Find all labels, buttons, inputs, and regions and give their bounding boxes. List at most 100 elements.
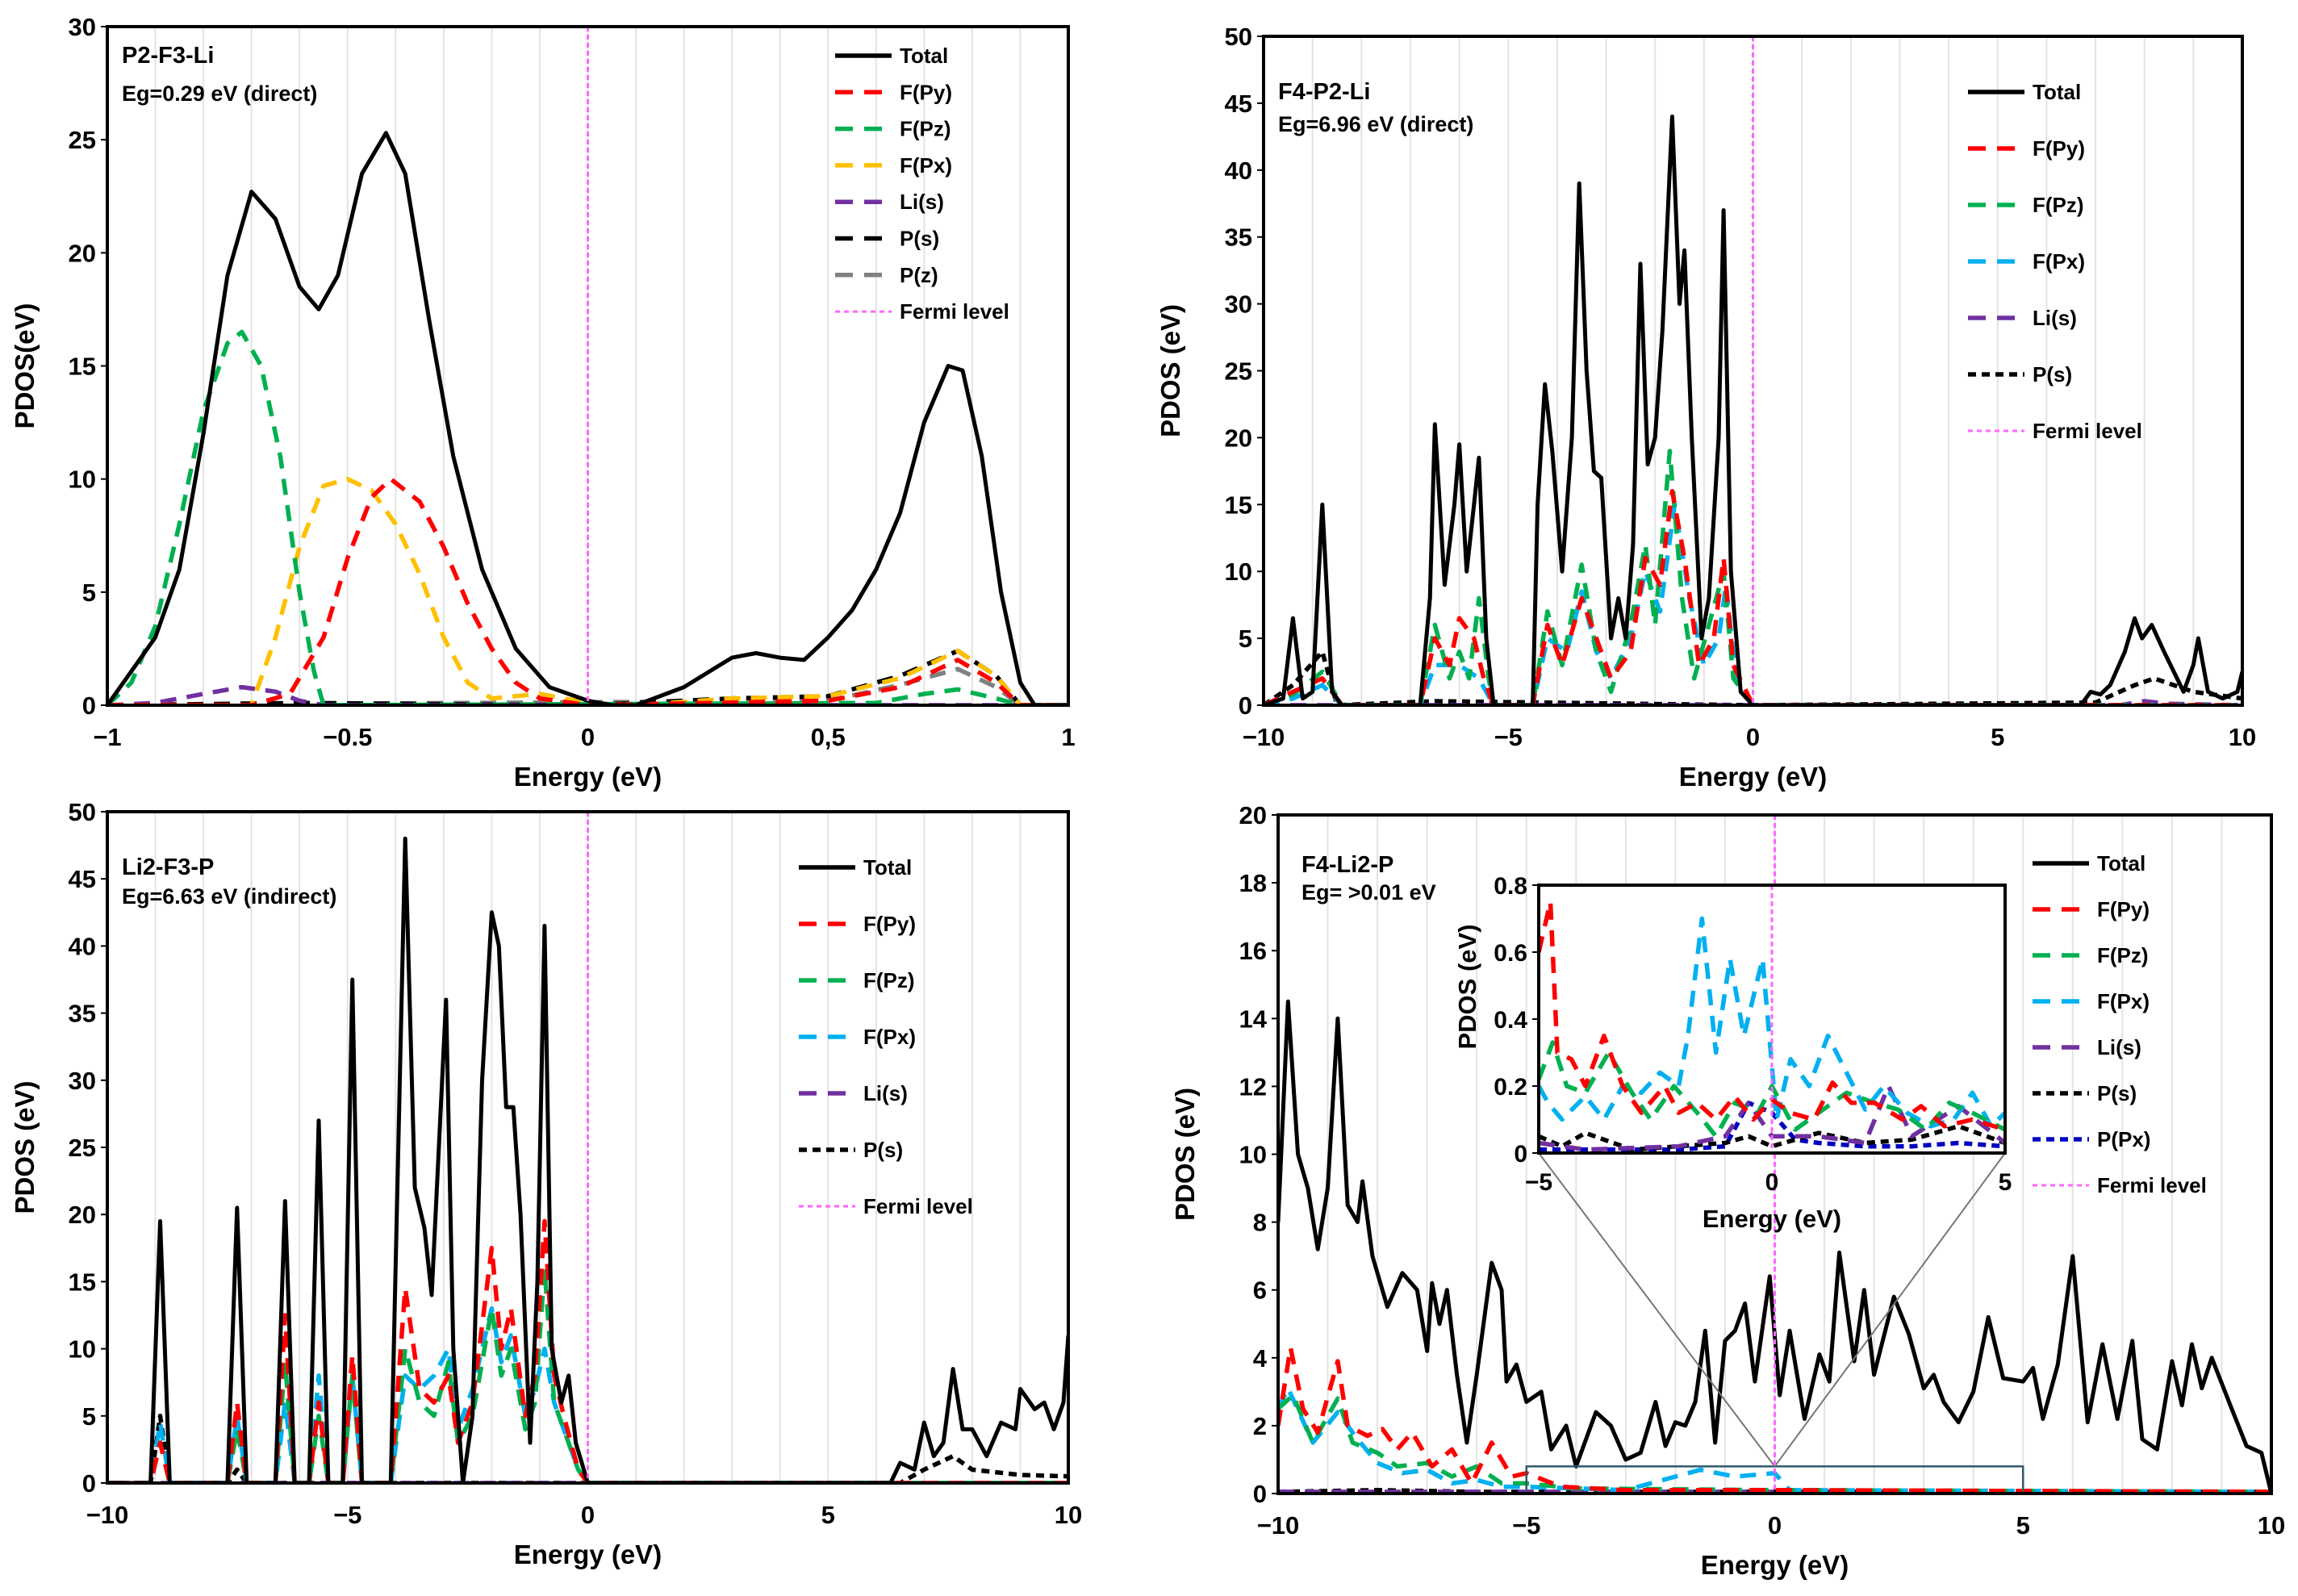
y-tick-label: 6 — [1253, 1276, 1267, 1305]
y-tick-label: 40 — [69, 932, 96, 960]
y-tick-label: 45 — [69, 865, 96, 893]
legend-label: F(Py) — [900, 80, 952, 104]
x-tick-label: −10 — [1243, 723, 1285, 751]
y-tick-label: 10 — [1225, 558, 1252, 586]
y-tick-label: 0.8 — [1494, 873, 1527, 900]
legend-label: P(z) — [900, 263, 938, 287]
y-tick-label: 15 — [1225, 491, 1252, 519]
x-tick-label: 5 — [821, 1501, 835, 1529]
y-tick-label: 30 — [69, 13, 96, 41]
y-tick-label: 20 — [1239, 801, 1267, 829]
series-line-f-px — [1539, 916, 2005, 1129]
y-tick-label: 16 — [1239, 937, 1267, 965]
band-gap-annotation: Eg=6.96 eV (direct) — [1278, 112, 1473, 136]
inset-y-axis-label: PDOS (eV) — [1453, 924, 1481, 1049]
x-tick-label: 5 — [1999, 1169, 2012, 1196]
y-tick-label: 10 — [69, 466, 96, 494]
x-tick-label: −10 — [1257, 1511, 1300, 1540]
panel-title: F4-Li2-P — [1302, 852, 1393, 878]
plot-frame — [106, 25, 1070, 707]
series-line-f-pz — [107, 1266, 1068, 1483]
x-tick-label: 10 — [1055, 1501, 1082, 1529]
y-tick-label: 0 — [1239, 691, 1252, 720]
x-tick-label: −5 — [1525, 1169, 1552, 1196]
legend-label: Fermi level — [2033, 419, 2142, 443]
panel-title: Li2-F3-P — [122, 854, 214, 880]
x-tick-label: 0 — [581, 1501, 595, 1529]
x-tick-label: −0.5 — [323, 723, 372, 751]
legend: Total F(Py) F(Pz) F(Px) Li(s) P(s) Fermi level — [799, 855, 973, 1218]
y-tick-label: 15 — [69, 1268, 96, 1296]
series-line-p-px — [1539, 1101, 2005, 1152]
legend-label: Fermi level — [2097, 1173, 2207, 1197]
y-tick-label: 0.4 — [1494, 1007, 1527, 1034]
x-axis-label: Energy (eV) — [1679, 762, 1827, 792]
series-line-f-px — [1278, 1385, 2271, 1494]
inset-x-axis-label: Energy (eV) — [1703, 1205, 1841, 1233]
y-tick-label: 15 — [69, 353, 96, 381]
series-line-f-py — [1278, 1345, 2271, 1494]
legend-label: Fermi level — [900, 299, 1009, 324]
y-tick-label: 12 — [1239, 1072, 1267, 1101]
plot-frame — [1262, 35, 2244, 707]
x-tick-label: 0 — [1765, 1169, 1779, 1196]
y-tick-label: 20 — [69, 1201, 96, 1229]
x-axis-label: Energy (eV) — [514, 1540, 662, 1569]
series-line-total — [1264, 115, 2242, 705]
series-line-p-z — [107, 666, 1068, 705]
legend-label: Li(s) — [2097, 1035, 2141, 1059]
y-tick-label: 50 — [1225, 23, 1252, 51]
y-tick-label: 25 — [1225, 357, 1252, 386]
x-tick-label: 5 — [1991, 723, 2004, 751]
y-axis-label: PDOS(eV) — [10, 303, 40, 429]
legend-label: Fermi level — [863, 1194, 973, 1218]
y-tick-label: 0.2 — [1494, 1074, 1527, 1101]
legend-label: Total — [2033, 80, 2081, 104]
x-tick-label: −5 — [1512, 1511, 1540, 1540]
band-gap-annotation: Eg=0.29 eV (direct) — [122, 81, 317, 106]
legend-label: F(Px) — [863, 1025, 916, 1049]
series-line-f-py — [107, 476, 1068, 705]
legend-label: Total — [863, 855, 912, 879]
legend-label: F(Px) — [900, 153, 952, 178]
y-tick-label: 0 — [1514, 1141, 1527, 1168]
series-line-li-s — [1264, 699, 2242, 705]
y-tick-label: 4 — [1253, 1344, 1268, 1372]
x-tick-label: 0,5 — [811, 723, 846, 751]
zoom-connector-line — [1538, 1152, 1776, 1467]
legend-label: F(Py) — [2097, 897, 2150, 921]
y-tick-label: 0.6 — [1494, 940, 1527, 967]
y-axis-label: PDOS (eV) — [1155, 304, 1185, 437]
series-line-f-py — [107, 1218, 1068, 1483]
y-tick-label: 0 — [82, 691, 96, 720]
panel-title: P2-F3-Li — [122, 43, 214, 69]
y-tick-label: 35 — [69, 1000, 96, 1028]
legend-label: P(s) — [2033, 362, 2072, 386]
legend-label: F(Py) — [863, 912, 916, 936]
y-tick-label: 20 — [69, 239, 96, 267]
series-line-p-s — [107, 1414, 1068, 1483]
y-tick-label: 10 — [1239, 1141, 1267, 1169]
legend-label: F(Pz) — [2097, 943, 2149, 967]
legend-label: P(Px) — [2097, 1127, 2150, 1151]
y-tick-label: 40 — [1225, 157, 1252, 185]
band-gap-annotation: Eg=6.63 eV (indirect) — [122, 884, 336, 909]
legend: Total F(Py) F(Pz) F(Px) Li(s) P(s) P(z) Fermi l… — [835, 44, 1009, 324]
inset-frame — [1537, 884, 2007, 1155]
y-tick-label: 50 — [69, 798, 96, 826]
y-tick-label: 25 — [69, 126, 96, 154]
x-tick-label: −5 — [1494, 723, 1523, 751]
legend-label: P(s) — [2097, 1081, 2137, 1105]
y-tick-label: 35 — [1225, 224, 1252, 252]
y-tick-label: 30 — [69, 1067, 96, 1095]
series-line-f-py — [1539, 900, 2005, 1132]
band-gap-annotation: Eg= >0.01 eV — [1302, 880, 1436, 905]
panel-title: F4-P2-Li — [1278, 79, 1370, 105]
x-axis-label: Energy (eV) — [1701, 1550, 1849, 1580]
legend-label: Total — [2097, 851, 2145, 875]
y-tick-label: 0 — [82, 1469, 96, 1498]
pdos-panel-li2-f3-p: −10 −5 0 5 10 0 5 10 15 20 25 30 35 40 45 50 Energy (eV)… — [10, 798, 1082, 1569]
